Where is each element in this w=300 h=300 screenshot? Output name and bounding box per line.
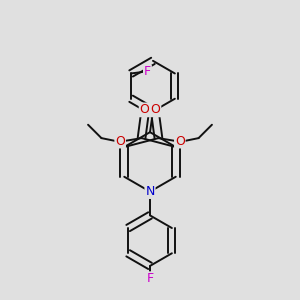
Text: O: O xyxy=(140,103,149,116)
Text: O: O xyxy=(175,135,185,148)
Text: F: F xyxy=(146,272,154,285)
Text: N: N xyxy=(145,185,155,198)
Text: O: O xyxy=(115,135,125,148)
Text: O: O xyxy=(151,103,160,116)
Text: F: F xyxy=(144,65,151,79)
